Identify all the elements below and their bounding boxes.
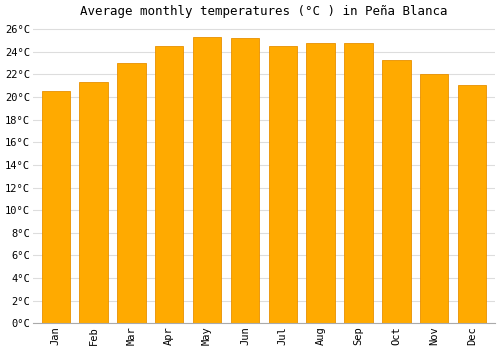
Bar (80, 82, 108, 323)
Title: Average monthly temperatures (°C ) in Peña Blanca: Average monthly temperatures (°C ) in Pe… (80, 5, 448, 18)
Bar (231, 38, 259, 323)
Bar (117, 63, 145, 323)
Bar (458, 85, 486, 323)
Bar (382, 60, 410, 323)
Bar (268, 46, 297, 323)
Bar (420, 75, 448, 323)
Bar (306, 43, 335, 323)
Bar (155, 46, 184, 323)
Bar (193, 37, 222, 323)
Bar (344, 43, 372, 323)
Bar (42, 91, 70, 323)
